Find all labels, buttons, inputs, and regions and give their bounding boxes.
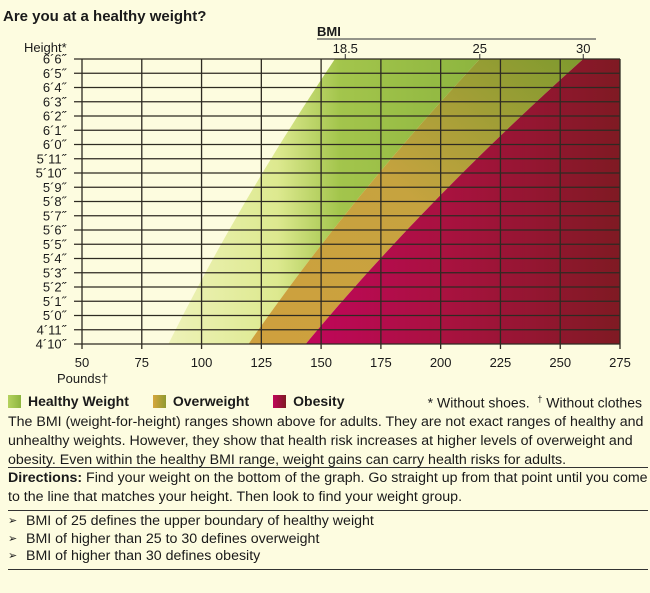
x-axis-title: Pounds†: [57, 371, 108, 386]
y-tick-label: 5´1˝: [43, 294, 68, 309]
directions: Directions: Find your weight on the bott…: [8, 469, 648, 507]
legend-item-healthy: Healthy Weight: [8, 393, 129, 409]
page-title: Are you at a healthy weight?: [3, 8, 207, 25]
x-tick-label: 250: [549, 355, 571, 370]
bullet-text: BMI of higher than 25 to 30 defines over…: [26, 530, 320, 547]
y-tick-label: 5´11˝: [37, 151, 68, 166]
divider: [8, 467, 648, 468]
legend-swatch-overweight: [152, 394, 166, 408]
x-tick-label: 75: [135, 355, 149, 370]
bmi-chart: 6´6˝6´5˝6´4˝6´3˝6´2˝6´1˝6´0˝5´11˝5´10˝5´…: [24, 24, 631, 386]
y-tick-label: 5´2˝: [43, 280, 68, 295]
directions-label: Directions:: [8, 470, 83, 486]
y-tick-label: 5´6˝: [43, 223, 68, 238]
legend-swatch-healthy: [8, 394, 21, 408]
x-tick-label: 225: [490, 355, 512, 370]
list-item: ➢ BMI of 25 defines the upper boundary of…: [8, 513, 374, 531]
directions-text: Find your weight on the bottom of the gr…: [8, 470, 648, 505]
y-tick-label: 5´5˝: [43, 237, 68, 252]
y-tick-label: 5´4˝: [43, 251, 68, 266]
legend-item-obesity: Obesity: [273, 393, 344, 409]
x-tick-label: 100: [191, 355, 213, 370]
y-axis-title: Height*: [24, 40, 67, 55]
bullet-text: BMI of higher than 30 defines obesity: [26, 548, 261, 564]
legend-label-healthy: Healthy Weight: [28, 393, 129, 409]
y-tick-label: 5´10˝: [36, 166, 68, 181]
list-item: ➢ BMI of higher than 30 defines obesity: [8, 548, 374, 566]
dagger-mark: †: [537, 394, 543, 404]
footnote: * Without shoes. † Without clothes: [428, 394, 642, 411]
legend-item-overweight: Overweight: [152, 393, 250, 409]
x-tick-label: 175: [370, 355, 392, 370]
footnote-shoes: * Without shoes.: [427, 394, 530, 411]
y-tick-label: 6´5˝: [43, 66, 68, 81]
y-tick-label: 6´1˝: [43, 123, 68, 138]
bmi-tick-label: 25: [473, 41, 487, 56]
y-tick-label: 6´4˝: [43, 80, 68, 95]
y-tick-label: 4´10˝: [36, 337, 68, 352]
description-text: The BMI (weight-for-height) ranges shown…: [8, 414, 644, 468]
legend-label-overweight: Overweight: [172, 393, 250, 409]
legend-label-obesity: Obesity: [293, 393, 345, 409]
y-tick-label: 6´6˝: [43, 52, 68, 67]
x-tick-label: 275: [609, 355, 631, 370]
divider: [8, 510, 648, 511]
arrow-bullet-icon: ➢: [8, 532, 18, 545]
x-tick-label: 125: [250, 355, 272, 370]
list-item: ➢ BMI of higher than 25 to 30 defines ove…: [8, 531, 374, 549]
x-tick-label: 150: [310, 355, 332, 370]
y-tick-label: 6´3˝: [43, 94, 68, 109]
bmi-definitions-list: ➢ BMI of 25 defines the upper boundary of…: [8, 513, 374, 566]
y-tick-label: 6´2˝: [43, 109, 68, 124]
chart-legend: Healthy Weight Overweight Obesity: [8, 393, 368, 409]
divider: [8, 569, 648, 570]
y-tick-label: 6´0˝: [43, 137, 68, 152]
y-tick-label: 5´3˝: [43, 265, 68, 280]
footnote-clothes: Without clothes: [542, 394, 642, 411]
legend-swatch-obesity: [273, 394, 287, 408]
bmi-tick-label: 18.5: [333, 41, 358, 56]
bullet-text: BMI of 25 defines the upper boundary of …: [26, 513, 374, 529]
bmi-tick-label: 30: [576, 41, 590, 56]
bmi-axis-title: BMI: [317, 24, 341, 39]
arrow-bullet-icon: ➢: [8, 515, 18, 527]
y-tick-label: 5´0˝: [43, 308, 68, 323]
x-tick-label: 200: [430, 355, 452, 370]
y-tick-label: 5´9˝: [43, 180, 68, 195]
y-tick-label: 4´11˝: [37, 322, 68, 337]
y-tick-label: 5´8˝: [43, 194, 68, 209]
y-tick-label: 5´7˝: [43, 208, 68, 223]
arrow-bullet-icon: ➢: [8, 550, 18, 562]
x-tick-label: 50: [75, 355, 89, 370]
